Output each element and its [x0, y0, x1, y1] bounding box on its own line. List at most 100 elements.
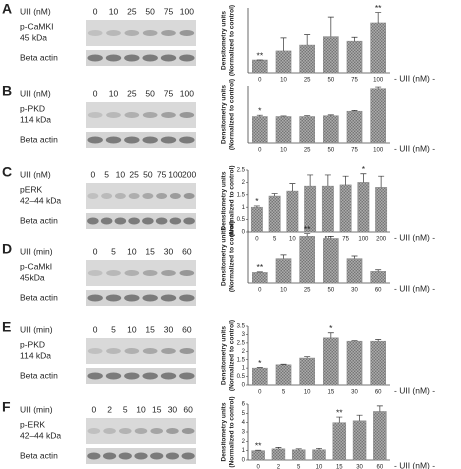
lane-label: 200	[182, 169, 196, 179]
x-tick-label: 5	[297, 465, 301, 469]
y-tick-label: 2.5	[237, 168, 246, 174]
x-tick-label: 50	[327, 148, 334, 154]
band	[142, 372, 158, 380]
lane-label: 15	[145, 324, 155, 334]
error-bar	[327, 16, 334, 37]
lane-label: 0	[93, 246, 98, 256]
band	[105, 372, 122, 380]
error-bar	[256, 114, 263, 117]
band	[179, 136, 195, 144]
bar	[275, 50, 292, 74]
band	[87, 54, 103, 62]
band	[160, 54, 177, 62]
error-bar	[280, 363, 287, 365]
y-tick-label: 1	[242, 448, 246, 454]
y-axis-label: (Normalized to control)	[229, 396, 236, 467]
band	[106, 348, 121, 354]
protein-label: pERK	[20, 184, 43, 194]
y-tick-label: 5	[242, 411, 246, 417]
condition-label: UII (nM)	[20, 88, 51, 98]
y-axis-label: (Normalized to control)	[229, 5, 236, 76]
x-tick-label: 75	[351, 78, 358, 84]
x-tick-label: 100	[373, 148, 384, 154]
y-tick-label: 0	[242, 458, 246, 464]
band	[106, 270, 121, 276]
band	[161, 30, 176, 36]
y-tick-label: 1.5	[237, 192, 246, 198]
control-label: Beta actin	[20, 292, 58, 302]
y-tick-label: 2	[242, 439, 246, 445]
condition-label: UII (min)	[20, 324, 53, 334]
bar	[271, 448, 286, 461]
x-tick-label: 60	[375, 390, 382, 396]
bar	[332, 422, 347, 461]
y-tick-label: 0.5	[237, 374, 246, 380]
x-tick-label: 60	[377, 465, 384, 469]
x-tick-label: 15	[327, 390, 334, 396]
error-bar	[307, 174, 314, 187]
lane-label: 15	[152, 404, 162, 414]
error-bar	[295, 448, 302, 450]
error-bar	[275, 447, 282, 449]
error-bar	[280, 254, 287, 259]
bar	[370, 88, 386, 144]
band	[87, 193, 99, 199]
significance: *	[362, 164, 366, 174]
x-tick-label: 10	[280, 78, 287, 84]
x-tick-label: 5	[273, 237, 277, 243]
error-bar	[375, 12, 382, 23]
band	[87, 136, 103, 144]
lane-label: 30	[164, 246, 174, 256]
panel-letter: B	[2, 83, 12, 99]
band	[142, 193, 154, 199]
blot-strip	[86, 368, 196, 384]
size-label: 45kDa	[20, 272, 45, 282]
bar	[251, 450, 265, 461]
band	[105, 294, 122, 302]
band	[124, 294, 140, 302]
error-bar	[351, 255, 358, 259]
significance: *	[329, 323, 333, 333]
bar	[299, 357, 315, 386]
band	[128, 217, 140, 225]
size-label: 45 kDa	[20, 32, 47, 42]
error-bar	[375, 339, 382, 342]
band	[124, 54, 140, 62]
band	[179, 54, 195, 62]
y-tick-label: 0	[242, 230, 246, 236]
error-bar	[304, 34, 311, 46]
y-tick-label: 6	[242, 402, 246, 408]
x-tick-label: 10	[316, 465, 323, 469]
lane-label: 25	[127, 6, 137, 16]
bar	[299, 236, 315, 284]
bar	[346, 340, 363, 386]
band	[165, 452, 180, 460]
bar	[312, 449, 326, 461]
error-bar	[253, 205, 260, 208]
bar	[252, 59, 268, 74]
x-tick-label: 0	[258, 78, 262, 84]
band	[179, 372, 195, 380]
band	[179, 348, 195, 354]
y-tick-label: 3.5	[237, 324, 246, 330]
condition-label: UII (nM)	[20, 169, 51, 179]
bar	[275, 258, 292, 284]
y-tick-label: 4	[242, 420, 246, 426]
band	[134, 452, 148, 460]
bar	[370, 22, 386, 74]
x-tick-label: 10	[280, 288, 287, 294]
bar	[252, 272, 268, 284]
lane-label: 25	[129, 169, 139, 179]
bar	[357, 182, 370, 233]
x-tick-label: 10	[280, 148, 287, 154]
error-bar	[289, 183, 296, 192]
blot-strip	[86, 290, 196, 306]
size-label: 42–44 kDa	[20, 430, 61, 440]
size-label: 114 kDa	[20, 350, 51, 360]
x-axis-label: - UII (nM) -	[394, 385, 435, 395]
band	[87, 30, 103, 36]
band	[169, 217, 182, 225]
band	[87, 217, 99, 225]
band	[183, 217, 195, 225]
protein-label: p-PKD	[20, 339, 45, 349]
